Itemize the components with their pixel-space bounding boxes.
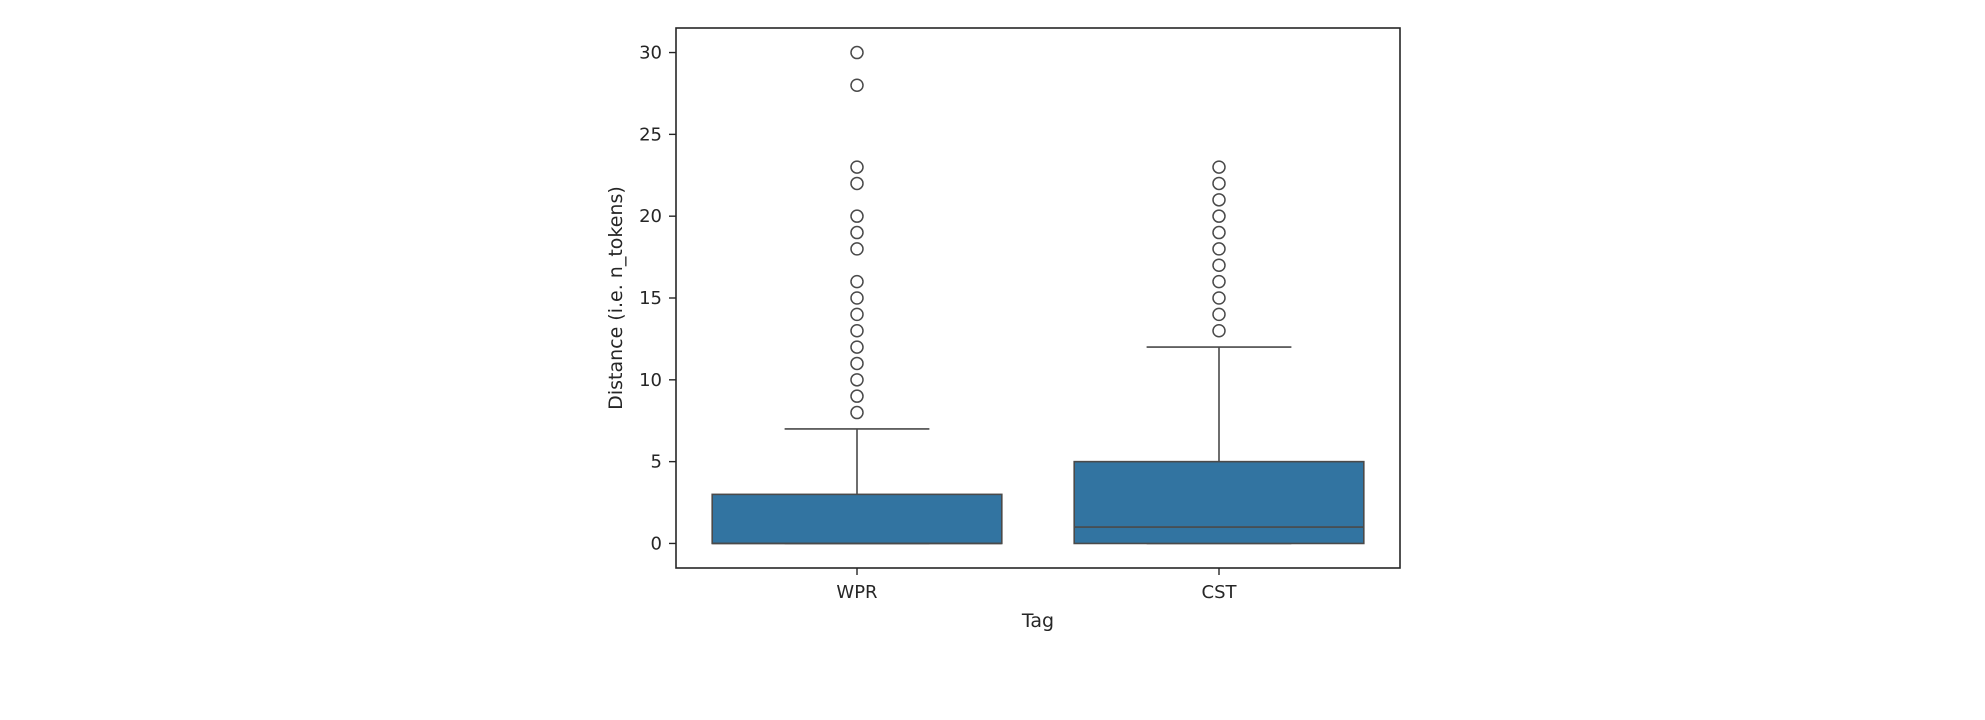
outlier-point	[850, 209, 864, 223]
outlier-point	[850, 176, 864, 191]
x-axis-ticks: WPR CST	[836, 568, 1237, 603]
outlier-point	[850, 225, 864, 240]
y-tick-label: 10	[639, 370, 662, 391]
outlier-point	[1212, 176, 1226, 191]
outlier-point	[850, 389, 864, 403]
outlier-point	[850, 340, 864, 354]
box-group-wpr	[711, 45, 1003, 545]
box-group-cst	[1073, 160, 1365, 545]
y-axis-label: Distance (i.e. n_tokens)	[605, 186, 627, 410]
iqr-box	[1073, 460, 1365, 545]
outlier-point	[1212, 274, 1226, 289]
outlier-point	[850, 160, 864, 174]
x-tick-label: CST	[1202, 582, 1238, 603]
outlier-point	[850, 45, 864, 60]
outlier-point	[1212, 291, 1226, 305]
outlier-point	[1212, 193, 1226, 207]
outlier-point	[850, 78, 864, 93]
outlier-point	[850, 356, 864, 371]
y-tick-label: 5	[651, 452, 662, 473]
outlier-point	[1212, 160, 1226, 174]
outlier-point	[1212, 225, 1226, 240]
y-tick-label: 15	[639, 288, 662, 309]
y-tick-label: 25	[639, 124, 662, 145]
outlier-point	[1212, 209, 1226, 223]
x-axis-label: Tag	[1021, 610, 1054, 632]
x-tick-label: WPR	[836, 582, 877, 603]
y-axis-ticks: 0 5 10 15 20 25 30	[639, 43, 676, 554]
outlier-point	[850, 291, 864, 305]
outlier-point	[1212, 258, 1226, 273]
outlier-point	[1212, 307, 1226, 322]
outlier-point	[850, 405, 864, 420]
outlier-point	[850, 307, 864, 322]
outlier-point	[850, 242, 864, 256]
plot-layer	[711, 45, 1365, 545]
outlier-point	[850, 323, 864, 338]
outlier-point	[850, 373, 864, 387]
y-tick-label: 30	[639, 43, 662, 64]
outlier-point	[1212, 323, 1226, 338]
iqr-box	[711, 493, 1003, 545]
outlier-point	[1212, 242, 1226, 256]
y-tick-label: 0	[651, 533, 662, 554]
outlier-point	[850, 274, 864, 289]
y-tick-label: 20	[639, 206, 662, 227]
